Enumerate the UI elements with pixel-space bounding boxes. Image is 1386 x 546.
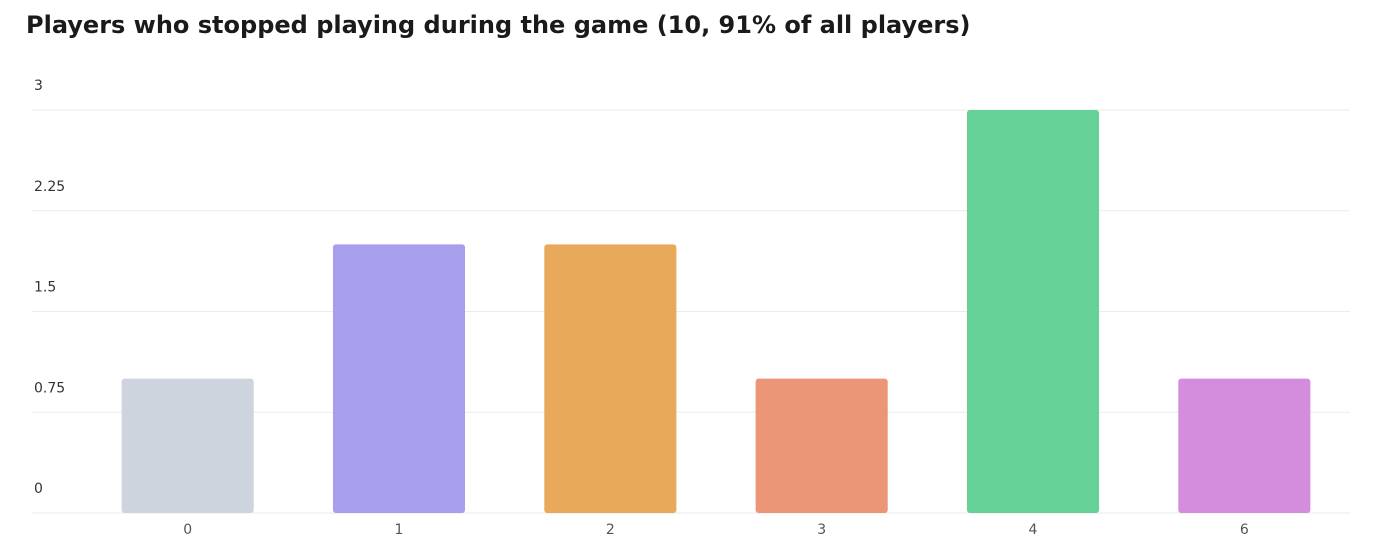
bar	[755, 378, 888, 513]
bar	[544, 244, 677, 514]
y-tick-label: 0	[34, 481, 43, 497]
x-tick-label: 1	[395, 522, 404, 538]
y-tick-label: 0.75	[34, 380, 65, 396]
y-tick-label: 1.5	[34, 280, 56, 296]
bar	[121, 378, 254, 513]
x-tick-label: 0	[183, 522, 192, 538]
bar	[1178, 378, 1311, 513]
x-tick-label: 3	[817, 522, 826, 538]
x-tick-label: 4	[1029, 522, 1038, 538]
chart-title: Players who stopped playing during the g…	[26, 11, 971, 39]
y-tick-label: 2.25	[34, 179, 65, 195]
bar	[966, 110, 1100, 513]
x-tick-label: 6	[1240, 522, 1249, 538]
y-tick-label: 3	[34, 78, 43, 94]
bar	[332, 244, 466, 514]
x-tick-label: 2	[606, 522, 615, 538]
